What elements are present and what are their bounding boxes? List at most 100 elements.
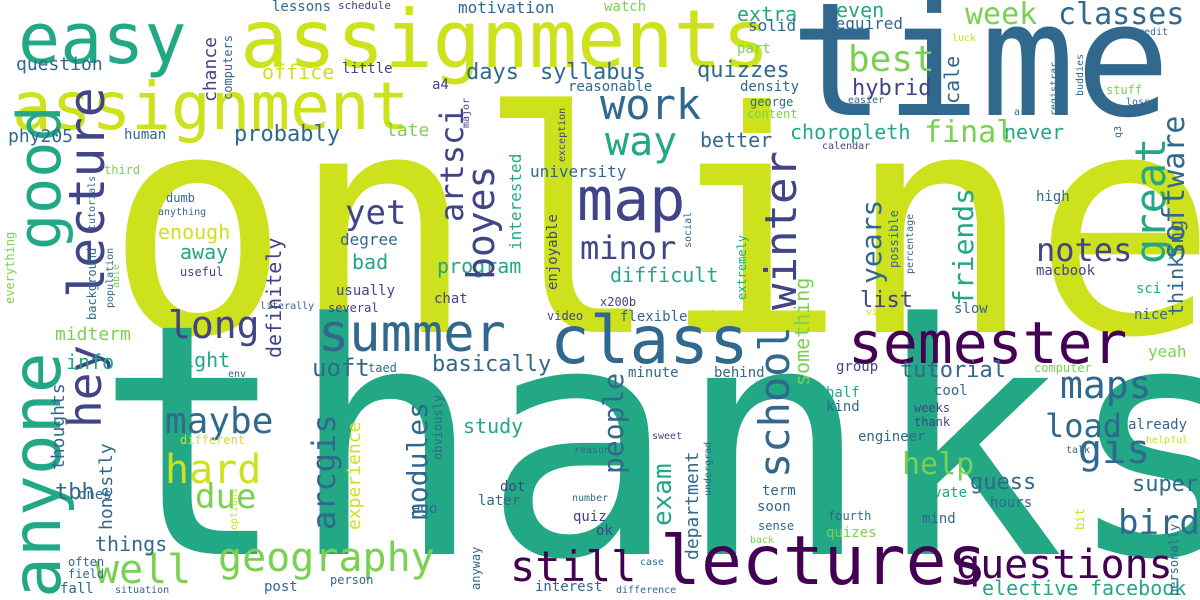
word-geography: geography <box>218 535 435 581</box>
word-easy: easy <box>18 0 187 80</box>
word-due: due <box>195 477 257 517</box>
word-load: load <box>1045 407 1123 445</box>
word-lectures: lectures <box>660 522 988 600</box>
word-already: already <box>1128 417 1188 433</box>
word-required: required <box>826 14 904 33</box>
word-kind: kind <box>826 399 860 415</box>
word-weeks: weeks <box>914 401 951 415</box>
word-assignments: assignments <box>240 0 770 86</box>
word-reasonable: reasonable <box>568 79 653 95</box>
word-ones: ones <box>78 487 112 503</box>
word-videos: videos <box>866 307 903 318</box>
word-ago: ago <box>412 501 438 517</box>
word-thinking: thinking <box>1164 219 1188 316</box>
word-question: question <box>16 54 103 75</box>
word-class: class <box>550 302 749 379</box>
word-thanks: thanks <box>95 255 1200 600</box>
word-long: long <box>168 303 260 347</box>
word-bird: bird <box>1118 503 1200 543</box>
word-field: field <box>68 567 105 581</box>
word-office: office <box>262 60 335 84</box>
word-lessons: lessons <box>272 0 332 15</box>
word-quizes: quizes <box>826 525 877 541</box>
word-gis: gis <box>1078 427 1151 473</box>
word-yeah: yeah <box>1148 342 1187 361</box>
word-minor: minor <box>580 229 677 267</box>
word-major: major <box>461 97 472 128</box>
word-case: case <box>640 557 665 568</box>
word-tbh: tbh <box>55 480 95 505</box>
word-options: options <box>229 487 240 530</box>
word-still: still <box>510 542 637 591</box>
word-credit: credit <box>1132 27 1169 38</box>
word-half: half <box>826 385 860 401</box>
word-friends: friends <box>947 187 980 306</box>
word-hybrid: hybrid <box>852 76 932 101</box>
word-luck: luck <box>952 33 977 44</box>
word-way: way <box>605 119 678 165</box>
word-density: density <box>740 79 800 95</box>
word-study: study <box>463 414 524 438</box>
word-person: person <box>330 573 374 587</box>
word-something: something <box>790 277 814 386</box>
word-final: final <box>924 115 1015 150</box>
word-university: university <box>530 162 627 181</box>
word-away: away <box>180 240 229 264</box>
word-part: part <box>737 41 771 57</box>
word-human: human <box>124 127 167 143</box>
word-classes: classes <box>1058 0 1185 32</box>
word-best: best <box>848 39 935 80</box>
word-able: able <box>111 263 122 288</box>
word-late: late <box>386 120 430 141</box>
word-private: private <box>908 485 968 501</box>
word-exam: exam <box>648 463 678 526</box>
word-group: group <box>836 359 879 375</box>
word-different: different <box>180 433 246 447</box>
word-obviously: obviously <box>431 394 445 460</box>
word-buddies: buddies <box>1075 53 1086 96</box>
word-yet: yet <box>345 193 407 233</box>
word-several: several <box>328 301 379 315</box>
word-soon: soon <box>757 499 791 515</box>
word-usually: usually <box>336 283 396 299</box>
word-macbook: macbook <box>1036 263 1096 279</box>
word-term: term <box>762 483 796 499</box>
word-nice: nice <box>1134 307 1168 323</box>
word-background: background <box>85 247 99 320</box>
word-better: better <box>700 128 773 152</box>
word-mandatory: mandatory <box>690 309 745 320</box>
word-basically: basically <box>432 352 552 377</box>
word-dumb: dumb <box>166 191 195 205</box>
word-loss: loss <box>1126 97 1151 108</box>
word-elective: elective <box>982 576 1079 600</box>
word-degree: degree <box>340 230 398 249</box>
word-cool: cool <box>934 383 968 399</box>
word-well: well <box>95 547 192 593</box>
word-often: often <box>68 555 105 569</box>
word-exception: exception <box>557 107 568 162</box>
word-useful: useful <box>180 265 224 279</box>
word-modules: modules <box>401 401 434 520</box>
word-helpful: helpful <box>1146 435 1189 446</box>
word-fall: fall <box>60 581 94 597</box>
word-minute: minute <box>628 365 679 381</box>
word-flexible: flexible <box>620 309 688 325</box>
word-sweet: sweet <box>652 431 683 442</box>
word-week: week <box>965 0 1038 32</box>
word-watch: watch <box>604 0 647 15</box>
word-super: super <box>1132 472 1199 497</box>
word-registrar: registrar <box>1049 61 1060 116</box>
word-definitely: definitely <box>262 237 286 358</box>
word-uoft: uoft <box>312 354 370 382</box>
word-extra: extra <box>737 2 798 26</box>
word-facebook: facebook <box>1090 576 1187 600</box>
word-sci: sci <box>1136 281 1162 297</box>
word-ok: ok <box>596 523 613 539</box>
word-env: env <box>228 369 247 380</box>
word-later: later <box>478 493 521 509</box>
word-talk: talk <box>1066 445 1091 456</box>
word-third: third <box>104 163 141 177</box>
word-literally: literally <box>260 301 315 312</box>
word-interest: interest <box>535 579 603 595</box>
